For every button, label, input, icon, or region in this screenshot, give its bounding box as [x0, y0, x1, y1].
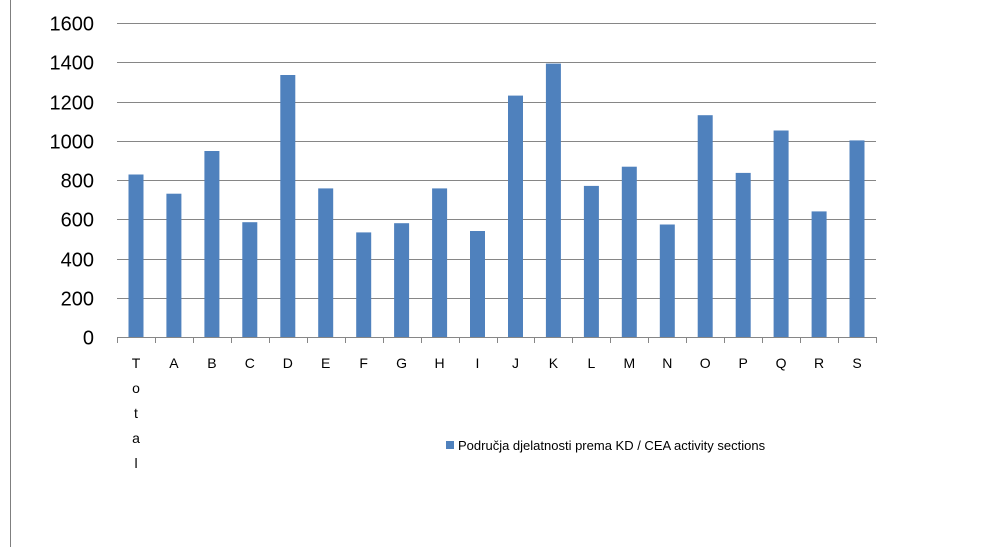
x-tick-label: M	[623, 355, 635, 371]
x-axis	[117, 337, 877, 343]
x-tick-label: Q	[776, 355, 787, 371]
x-tick-label: H	[435, 355, 445, 371]
bar	[583, 185, 599, 337]
bar	[735, 172, 751, 337]
x-tick-label: G	[396, 355, 407, 371]
y-tick-label: 200	[61, 289, 94, 311]
bar	[697, 115, 713, 337]
bar	[545, 63, 561, 337]
bar	[773, 130, 789, 337]
bar	[280, 75, 296, 337]
bar	[621, 166, 637, 337]
x-tick-label: D	[283, 355, 293, 371]
bar	[849, 140, 865, 337]
bar	[318, 188, 334, 337]
gridlines	[117, 23, 876, 299]
y-tick-label: 400	[61, 250, 94, 272]
x-tick-label: F	[359, 355, 368, 371]
x-tick-label: A	[169, 355, 179, 371]
bar	[204, 151, 220, 337]
bar	[242, 222, 258, 337]
y-axis-tick-labels: 0 200 400 600 800 1000 1200 1400 1600	[50, 14, 95, 350]
x-tick-label: S	[852, 355, 861, 371]
bar	[470, 231, 485, 337]
bar	[508, 95, 523, 337]
y-tick-label: 1200	[50, 93, 95, 115]
bar	[811, 211, 827, 337]
bar	[432, 188, 448, 337]
y-tick-label: 1600	[50, 14, 95, 36]
bar	[166, 193, 182, 337]
legend-swatch	[446, 441, 454, 449]
y-tick-label: 0	[83, 328, 94, 350]
x-tick-label: O	[700, 355, 711, 371]
x-tick-label: J	[512, 355, 519, 371]
x-tick-label: B	[207, 355, 216, 371]
x-tick-label: P	[739, 355, 748, 371]
x-tick-label: C	[245, 355, 255, 371]
y-tick-label: 800	[61, 171, 94, 193]
x-tick-label: R	[814, 355, 824, 371]
bars	[128, 63, 865, 337]
legend: Područja djelatnosti prema KD / CEA acti…	[446, 438, 766, 453]
legend-label: Područja djelatnosti prema KD / CEA acti…	[458, 438, 766, 453]
x-tick-label: K	[549, 355, 559, 371]
bar	[128, 174, 144, 337]
y-tick-label: 1400	[50, 53, 95, 75]
bar	[659, 224, 675, 337]
bar	[356, 232, 372, 337]
bar	[394, 223, 410, 337]
x-tick-label: L	[588, 355, 596, 371]
x-tick-label: E	[321, 355, 330, 371]
y-tick-label: 600	[61, 210, 94, 232]
x-tick-label: I	[476, 355, 480, 371]
x-tick-label: N	[662, 355, 672, 371]
y-tick-label: 1000	[50, 132, 95, 154]
